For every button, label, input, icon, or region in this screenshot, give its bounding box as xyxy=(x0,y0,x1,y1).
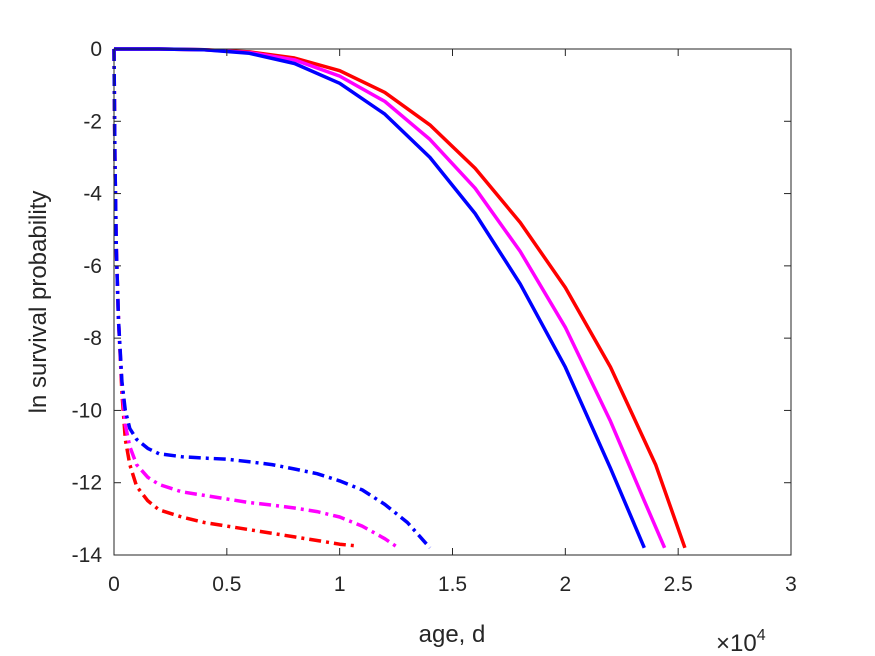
x-tick-label-6: 3 xyxy=(785,573,797,596)
tick-layer: 0 0.5 1 1.5 2 2.5 3 0 -2 -4 -6 -8 -10 -12 -14 xyxy=(72,38,797,596)
y-axis-label: ln survival probability xyxy=(25,191,52,414)
series-line-5 xyxy=(112,48,432,549)
series-line-2 xyxy=(114,47,646,549)
y-tick-label-3: -6 xyxy=(83,255,102,278)
y-tick-label-0: 0 xyxy=(90,38,102,61)
x-exponent-label: ×104 xyxy=(716,627,766,656)
x-exponent-base: ×10 xyxy=(716,630,757,656)
y-tick-label-2: -4 xyxy=(83,183,102,206)
x-tick-label-5: 2.5 xyxy=(664,573,693,596)
x-tick-label-3: 1.5 xyxy=(438,573,467,596)
y-tick-label-7: -14 xyxy=(72,544,103,567)
x-tick-label-4: 2 xyxy=(559,573,571,596)
y-tick-label-1: -2 xyxy=(83,110,102,133)
y-tick-label-4: -8 xyxy=(83,327,102,350)
y-tick-label-6: -12 xyxy=(72,472,102,495)
series-layer xyxy=(112,47,687,550)
series-line-3 xyxy=(112,48,358,548)
x-tick-label-0: 0 xyxy=(108,573,120,596)
y-tick-label-5: -10 xyxy=(72,399,102,422)
x-tick-label-2: 1 xyxy=(334,573,346,596)
x-exponent-power: 4 xyxy=(757,627,766,644)
x-axis-label: age, d xyxy=(419,621,486,648)
x-tick-label-1: 0.5 xyxy=(212,573,241,596)
plot-area xyxy=(114,49,791,555)
